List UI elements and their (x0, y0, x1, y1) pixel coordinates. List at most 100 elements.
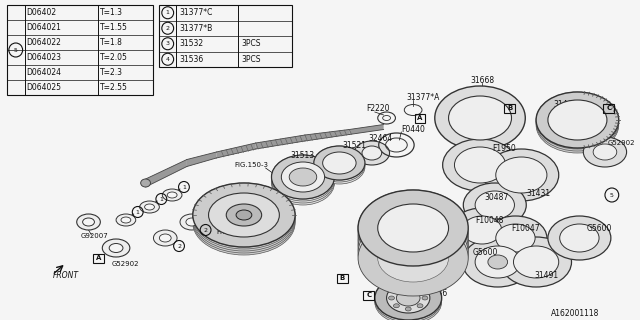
Ellipse shape (140, 201, 159, 213)
Bar (7, 5, 154, 95)
Text: D064022: D064022 (26, 38, 61, 47)
Text: D064025: D064025 (26, 83, 61, 92)
Ellipse shape (422, 296, 428, 300)
Text: B: B (507, 105, 512, 111)
Ellipse shape (314, 148, 365, 182)
Ellipse shape (475, 191, 515, 219)
Ellipse shape (271, 161, 335, 205)
Text: G92007: G92007 (81, 233, 108, 239)
Text: A162001118: A162001118 (551, 308, 599, 317)
Ellipse shape (405, 285, 411, 289)
Ellipse shape (417, 304, 423, 308)
Ellipse shape (593, 144, 617, 160)
Ellipse shape (378, 234, 449, 282)
Ellipse shape (417, 288, 423, 292)
Ellipse shape (236, 210, 252, 220)
Text: 31436: 31436 (423, 290, 447, 299)
Ellipse shape (145, 204, 154, 210)
Ellipse shape (536, 93, 619, 149)
Ellipse shape (167, 192, 177, 198)
Ellipse shape (375, 276, 442, 320)
Ellipse shape (496, 157, 547, 193)
Text: F10048: F10048 (475, 215, 504, 225)
Ellipse shape (378, 214, 449, 262)
Ellipse shape (496, 224, 535, 252)
Text: 31513: 31513 (290, 150, 314, 159)
Ellipse shape (548, 100, 607, 140)
Ellipse shape (454, 147, 506, 183)
Text: D06402: D06402 (26, 8, 57, 17)
Text: T=1.3: T=1.3 (100, 8, 124, 17)
Ellipse shape (378, 204, 449, 252)
Text: D064024: D064024 (26, 68, 61, 77)
Text: 31377*C: 31377*C (179, 8, 212, 17)
Ellipse shape (536, 95, 619, 151)
Ellipse shape (358, 220, 468, 296)
Text: F10047: F10047 (511, 223, 540, 233)
Polygon shape (187, 152, 216, 166)
Ellipse shape (271, 157, 335, 201)
Text: 31668: 31668 (470, 76, 494, 84)
Polygon shape (305, 130, 349, 141)
Ellipse shape (358, 200, 468, 276)
Ellipse shape (394, 304, 399, 308)
Ellipse shape (378, 219, 449, 267)
Text: 31461: 31461 (554, 100, 578, 108)
Ellipse shape (323, 152, 356, 174)
Text: 32464: 32464 (369, 133, 393, 142)
Ellipse shape (358, 210, 468, 286)
Ellipse shape (500, 237, 572, 287)
Text: 2: 2 (177, 244, 181, 249)
Ellipse shape (193, 187, 295, 251)
Ellipse shape (271, 155, 335, 199)
Ellipse shape (77, 214, 100, 230)
Text: F1950: F1950 (492, 143, 516, 153)
Ellipse shape (378, 224, 449, 272)
Ellipse shape (193, 183, 295, 247)
Ellipse shape (186, 218, 198, 226)
Bar (364, 291, 374, 300)
Text: 31567: 31567 (433, 220, 457, 229)
Text: T=2.05: T=2.05 (100, 53, 128, 62)
Ellipse shape (536, 92, 619, 148)
Ellipse shape (378, 209, 449, 257)
Ellipse shape (193, 189, 295, 253)
Text: T=1.8: T=1.8 (100, 38, 124, 47)
Bar (604, 103, 614, 113)
Ellipse shape (314, 146, 365, 180)
Ellipse shape (271, 159, 335, 203)
Text: F0440: F0440 (401, 124, 425, 133)
Ellipse shape (358, 215, 468, 291)
Bar (504, 103, 515, 113)
Ellipse shape (282, 162, 324, 192)
Text: G52902: G52902 (111, 261, 139, 267)
Text: A: A (417, 115, 422, 121)
Bar (159, 5, 292, 67)
Ellipse shape (375, 280, 442, 320)
Ellipse shape (462, 237, 533, 287)
Text: F2220: F2220 (366, 103, 389, 113)
Ellipse shape (159, 234, 171, 242)
Text: 3PCS: 3PCS (241, 39, 260, 48)
Polygon shape (216, 143, 256, 158)
Ellipse shape (163, 189, 182, 201)
Polygon shape (145, 159, 187, 187)
Ellipse shape (394, 288, 399, 292)
Polygon shape (349, 124, 383, 134)
Text: 3: 3 (415, 283, 419, 287)
Text: 2: 2 (166, 26, 170, 31)
Ellipse shape (536, 92, 619, 148)
Text: 1: 1 (159, 196, 163, 202)
Ellipse shape (358, 190, 468, 266)
Text: A: A (95, 255, 101, 261)
Ellipse shape (154, 230, 177, 246)
Text: 3: 3 (166, 41, 170, 46)
Ellipse shape (193, 185, 295, 249)
Text: 1: 1 (390, 269, 394, 275)
Ellipse shape (227, 204, 262, 226)
Bar (93, 253, 104, 262)
Text: T=1.55: T=1.55 (100, 23, 128, 32)
Text: 31377*B: 31377*B (179, 24, 212, 33)
Ellipse shape (396, 290, 420, 306)
Text: G52902: G52902 (608, 140, 636, 146)
